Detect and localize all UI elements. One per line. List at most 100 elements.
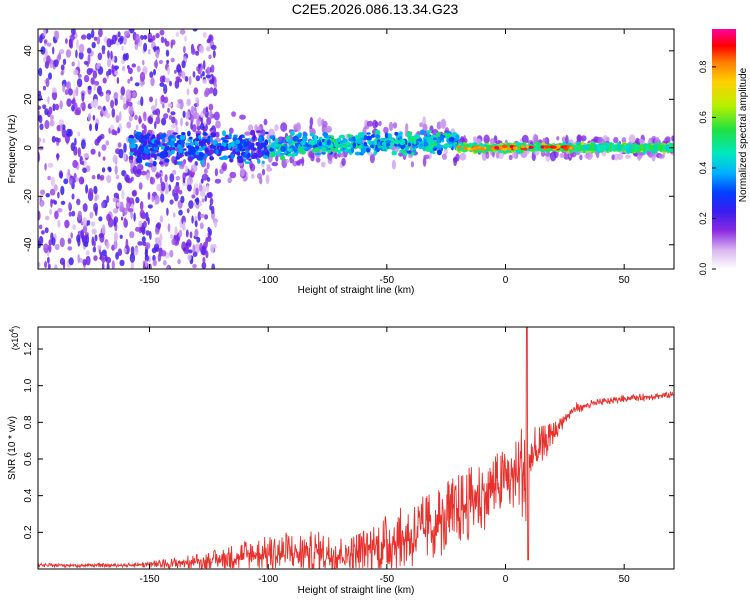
spectrogram-noise-cell	[44, 215, 50, 221]
spectrogram-noise-cell	[38, 110, 41, 117]
spectrogram-noise-cell	[201, 261, 207, 269]
spectrogram-haze-cell	[576, 134, 582, 143]
spectrogram-noise-cell	[72, 97, 76, 107]
spectrogram-noise-cell	[143, 124, 147, 135]
spectrogram-band-cell	[444, 143, 450, 148]
spectrogram-band-cell	[222, 130, 226, 137]
spectrogram-band-cell	[181, 132, 186, 136]
spectrogram-band-cell	[162, 143, 168, 147]
spectrogram-noise-cell	[82, 167, 87, 173]
spectrogram-haze-cell	[383, 126, 389, 134]
spectrogram-noise-cell	[54, 210, 59, 220]
spectrogram-noise-cell	[137, 241, 143, 246]
spectrogram-noise-cell	[166, 59, 170, 65]
spectrogram-band-cell	[228, 132, 232, 139]
spectrogram-band-cell	[354, 151, 361, 156]
spectrogram-band-cell	[210, 132, 217, 138]
spectrogram-peak-cell	[520, 145, 525, 149]
spectrogram-noise-cell	[179, 29, 186, 35]
spectrogram-steady-cell	[586, 144, 591, 151]
spectrogram-band-cell	[354, 135, 359, 139]
spectrogram-noise-cell	[111, 129, 116, 136]
spectrogram-noise-cell	[139, 201, 144, 211]
spectrogram-band-cell	[187, 130, 191, 137]
spectrogram-noise-cell	[64, 219, 70, 229]
spectrogram-noise-cell	[140, 96, 144, 107]
spectrogram-band-cell	[237, 157, 244, 164]
spectrogram-noise-cell	[176, 102, 181, 109]
spectrogram-noise-cell	[56, 153, 59, 161]
spectrogram-noise-cell	[151, 35, 156, 41]
spectrogram-noise-cell	[49, 188, 56, 196]
spectrogram-noise-cell	[75, 177, 79, 182]
spectrogram-noise-cell	[202, 257, 206, 264]
spectrogram-noise-cell	[93, 80, 100, 86]
spectrogram-band-cell	[256, 130, 261, 133]
spectrogram-band-cell	[196, 156, 203, 161]
snr-y-tick-label: 0.6	[23, 452, 34, 466]
spectrogram-noise-cell	[76, 39, 79, 50]
spectrogram-noise-cell	[156, 222, 162, 230]
spectrogram-haze-cell	[239, 167, 245, 177]
spectrogram-band-cell	[189, 146, 196, 152]
spectrogram-noise-cell	[55, 30, 60, 41]
spectrogram-noise-cell	[165, 40, 170, 47]
spectrogram-noise-cell	[119, 201, 124, 212]
spectrogram-noise-cell	[191, 194, 196, 199]
spectrogram-haze-cell	[215, 131, 220, 138]
spectrogram-haze-cell	[580, 135, 587, 142]
spectrogram-noise-cell	[57, 208, 63, 213]
spectrogram-noise-cell	[114, 165, 118, 175]
spectrogram-noise-cell	[160, 36, 165, 44]
spectrogram-steady-cell	[663, 144, 668, 151]
spectrogram-band-cell	[298, 132, 302, 139]
spectrogram-steady-cell	[614, 144, 619, 151]
spectrogram-band-cell	[199, 147, 203, 150]
spectrogram-noise-cell	[85, 184, 89, 194]
spectrogram-noise-cell	[101, 167, 106, 173]
spectrogram-band-cell	[385, 140, 392, 144]
spectrogram-noise-cell	[160, 181, 166, 192]
spectrogram-noise-cell	[60, 70, 64, 76]
spectrogram-noise-cell	[81, 160, 85, 166]
spectrogram-haze-cell	[280, 122, 288, 132]
spectrogram-y-tick-label: -20	[23, 189, 34, 204]
spectrogram-band-cell	[227, 143, 232, 149]
spectrogram-haze-cell	[604, 136, 610, 141]
spectrogram-noise-cell	[42, 85, 47, 91]
spectrogram-noise-cell	[207, 191, 213, 199]
spectrogram-steady-cell	[637, 144, 642, 151]
spectrogram-noise-cell	[133, 247, 139, 256]
spectrogram-x-label: Height of straight line (km)	[298, 285, 415, 296]
spectrogram-noise-cell	[182, 221, 186, 230]
spectrogram-noise-cell	[188, 249, 193, 254]
spectrogram-band-cell	[128, 155, 134, 161]
spectrogram-band-cell	[179, 135, 186, 140]
spectrogram-noise-cell	[106, 262, 110, 269]
spectrogram-peak-cell	[466, 147, 471, 151]
spectrogram-noise-cell	[52, 46, 55, 55]
spectrogram-noise-cell	[160, 193, 165, 203]
spectrogram-noise-cell	[76, 234, 81, 243]
spectrogram-noise-cell	[42, 138, 45, 143]
snr-x-tick-label: 50	[619, 574, 631, 585]
spectrogram-noise-cell	[131, 91, 137, 98]
spectrogram-noise-cell	[154, 199, 158, 205]
spectrogram-noise-cell	[44, 163, 47, 171]
spectrogram-noise-cell	[38, 261, 41, 268]
snr-y-tick-label: 0.4	[23, 488, 34, 502]
spectrogram-peak-cell	[527, 145, 534, 149]
spectrogram-noise-cell	[39, 195, 42, 203]
spectrogram-noise-cell	[43, 29, 47, 37]
spectrogram-band-cell	[294, 143, 299, 147]
spectrogram-noise-cell	[44, 119, 50, 130]
spectrogram-noise-cell	[158, 60, 163, 64]
spectrogram-noise-cell	[38, 137, 42, 143]
spectrogram-noise-cell	[102, 77, 107, 84]
spectrogram-band-cell	[371, 134, 375, 138]
spectrogram-band-cell	[174, 142, 178, 148]
spectrogram-band-cell	[147, 144, 153, 148]
spectrogram-noise-cell	[47, 256, 50, 264]
spectrogram-noise-cell	[77, 254, 80, 264]
spectrogram-band-cell	[360, 147, 366, 154]
